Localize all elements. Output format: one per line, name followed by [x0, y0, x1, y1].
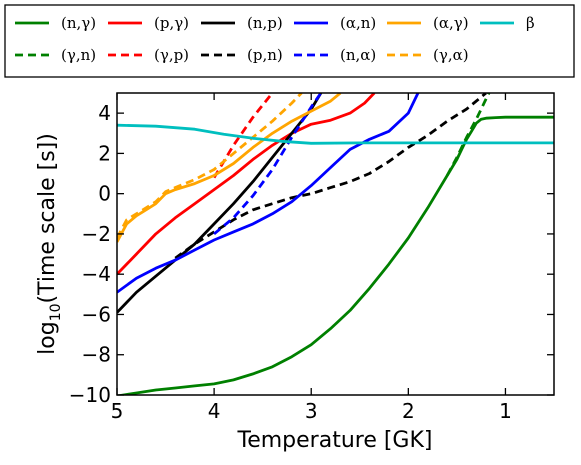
- legend-label: (α,n): [340, 14, 376, 32]
- legend-item-2: (p,γ): [108, 14, 189, 32]
- series-line-8: [117, 93, 342, 243]
- legend-label: (γ,α): [433, 46, 469, 64]
- y-tick-label: −8: [82, 343, 111, 367]
- legend-item-1: (γ,n): [15, 46, 96, 64]
- legend-label: (γ,p): [154, 46, 189, 64]
- legend-frame: [4, 4, 575, 78]
- legend-label: (n,p): [247, 14, 283, 32]
- legend-item-7: (n,α): [294, 46, 376, 64]
- y-tick-label: −4: [82, 262, 111, 286]
- plot-frame: [116, 92, 555, 396]
- y-axis-label: log10(Time scale [s]): [35, 133, 64, 355]
- y-tick-label: 4: [98, 101, 111, 125]
- legend-label: (n,γ): [61, 14, 96, 32]
- legend-label: (p,n): [247, 46, 283, 64]
- y-tick-label: −10: [69, 383, 111, 407]
- legend-label: (γ,n): [61, 46, 96, 64]
- legend-item-9: (γ,α): [387, 46, 469, 64]
- legend-item-6: (α,n): [294, 14, 376, 32]
- legend-label: (α,γ): [433, 14, 469, 32]
- y-axis-label-suffix: (Time scale [s]): [35, 133, 60, 303]
- y-axis-label-prefix: log: [35, 321, 60, 355]
- legend: (n,γ) (γ,n) (p,γ) (γ,p) (n,p) (p,n) (α,n) (n,α)…: [4, 4, 575, 78]
- series-layer: [117, 93, 554, 395]
- legend-item-4: (n,p): [201, 14, 283, 32]
- x-tick-label: 5: [111, 399, 124, 423]
- series-line-5: [174, 93, 487, 260]
- x-tick-label: 2: [402, 399, 415, 423]
- plot-area: 5 4 3 2 1 −10 −8 −6 −4 −2 0 2 4: [69, 92, 555, 423]
- legend-item-5: (p,n): [201, 46, 283, 64]
- y-axis-label-subscript: 10: [48, 303, 64, 321]
- series-line-10: [117, 123, 554, 145]
- y-tick-label: −2: [82, 222, 111, 246]
- x-tick-label: 1: [499, 399, 512, 423]
- legend-label: (n,α): [340, 46, 376, 64]
- y-tick-label: −6: [82, 302, 111, 326]
- series-line-6: [117, 93, 420, 294]
- legend-item-3: (γ,p): [108, 46, 189, 64]
- legend-label: β: [526, 14, 535, 32]
- series-line-4: [117, 93, 323, 314]
- ticks-layer: 5 4 3 2 1 −10 −8 −6 −4 −2 0 2 4: [69, 93, 554, 423]
- legend-item-0: (n,γ): [15, 14, 96, 32]
- legend-items: (n,γ) (γ,n) (p,γ) (γ,p) (n,p) (p,n) (α,n) (n,α)…: [15, 14, 535, 64]
- series-line-2: [117, 93, 376, 276]
- series-line-0: [117, 115, 554, 395]
- series-line-9: [117, 93, 303, 239]
- x-tick-label: 3: [305, 399, 318, 423]
- x-axis-label: Temperature [GK]: [237, 428, 433, 453]
- legend-label: (p,γ): [154, 14, 189, 32]
- legend-item-8: (α,γ): [387, 14, 469, 32]
- x-tick-label: 4: [208, 399, 221, 423]
- series-line-7: [213, 93, 323, 235]
- y-tick-label: 0: [98, 182, 111, 206]
- legend-item-10: β: [480, 14, 535, 32]
- series-line-1: [445, 93, 491, 177]
- y-tick-label: 2: [98, 141, 111, 165]
